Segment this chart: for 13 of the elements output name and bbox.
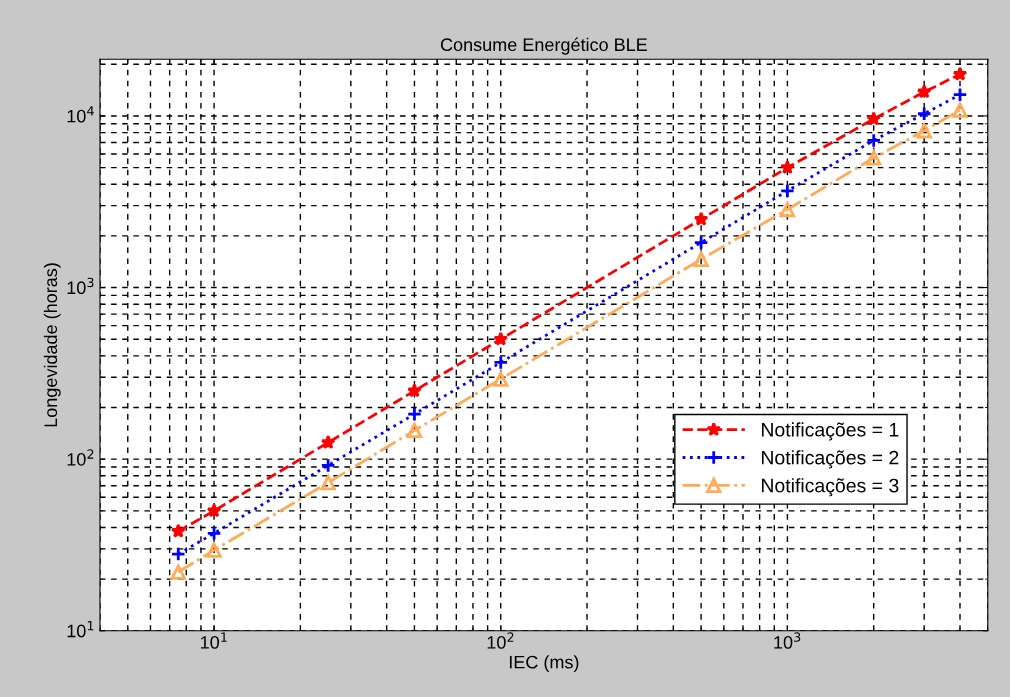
legend-label: Notificações = 1 <box>761 422 899 441</box>
y-tick-label: 10$^{3}$ <box>67 277 94 295</box>
y-tick-label: 10$^{2}$ <box>67 449 94 466</box>
chart-title: Consume Energético BLE <box>440 37 647 55</box>
x-tick-label: 10$^{1}$ <box>201 632 227 649</box>
x-axis-title: IEC (ms) <box>509 655 579 673</box>
y-axis-title: Longevidade (horas) <box>43 263 61 427</box>
x-tick-label: 10$^{3}$ <box>774 632 801 649</box>
legend-label: Notificações = 2 <box>761 450 899 469</box>
legend-label: Notificações = 3 <box>761 478 899 497</box>
y-tick-label: 10$^{1}$ <box>67 621 94 638</box>
y-tick-label: 10$^{4}$ <box>67 106 94 123</box>
x-tick-label: 10$^{2}$ <box>487 632 514 649</box>
